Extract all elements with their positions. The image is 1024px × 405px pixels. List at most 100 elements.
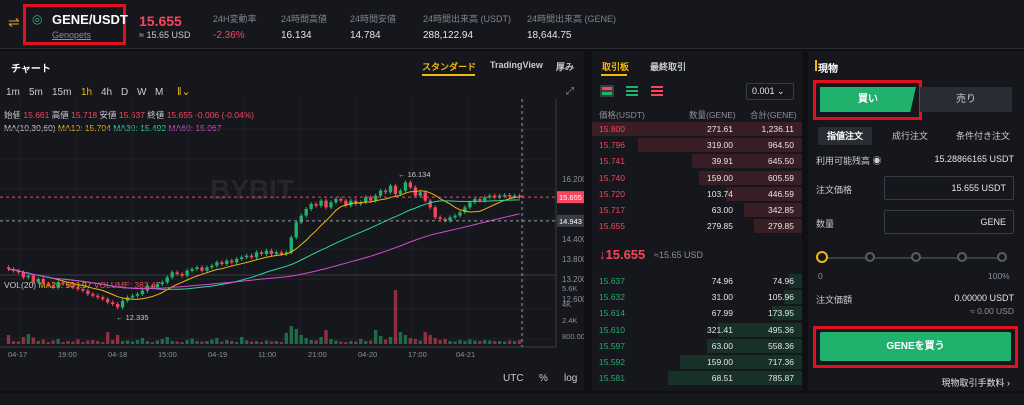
timeframe-M[interactable]: M <box>155 87 164 98</box>
pair-name[interactable]: GENE/USDT <box>52 12 128 27</box>
candle-body <box>21 272 26 278</box>
qty-input[interactable]: GENE <box>884 210 1014 234</box>
bid-row[interactable]: 15.637 74.96 74.96 <box>592 273 802 289</box>
row-total: 785.87 <box>768 373 794 384</box>
volume-bar <box>398 332 403 344</box>
spot-fee-link[interactable]: 現物取引手数料 › <box>941 378 1011 388</box>
timeframe-1m[interactable]: 1m <box>6 87 20 98</box>
depth-bar <box>680 355 802 369</box>
slider-handle[interactable] <box>816 251 828 263</box>
project-link[interactable]: Genopets <box>52 30 92 40</box>
candle-body <box>403 182 408 191</box>
ask-row[interactable]: 15.740 159.00 605.59 <box>592 170 802 186</box>
buy-tab-button[interactable]: 買い <box>820 87 916 112</box>
tab-limit-order[interactable]: 指値注文 <box>818 127 872 145</box>
candle-body <box>383 190 388 193</box>
fullscreen-icon[interactable]: ⤢ <box>566 86 574 97</box>
ask-row[interactable]: 15.720 103.74 446.59 <box>592 186 802 202</box>
candle-body <box>274 252 279 254</box>
volume-bar <box>150 342 155 344</box>
volume-bar <box>512 341 517 344</box>
bid-row[interactable]: 15.610 321.41 495.36 <box>592 322 802 338</box>
price-tick: 14.400 <box>562 235 584 244</box>
percent-toggle[interactable]: % <box>539 373 548 384</box>
candle-body <box>86 290 90 294</box>
candle-body <box>195 267 199 269</box>
candle-body <box>473 199 477 203</box>
swap-icon[interactable]: ⇌ <box>8 14 20 30</box>
bid-row[interactable]: 15.632 31.00 105.96 <box>592 289 802 305</box>
book-both-icon[interactable] <box>600 85 614 97</box>
timeframe-15m[interactable]: 15m <box>52 87 72 98</box>
volume-bar <box>344 342 348 344</box>
candle-body <box>190 269 194 271</box>
candle-body <box>463 207 467 213</box>
ask-row[interactable]: 15.796 319.00 964.50 <box>592 137 802 153</box>
ma-legend: MA(10,30,60) MA10: 15.704 MA30: 15.492 M… <box>4 123 222 133</box>
candle-body <box>140 290 145 294</box>
tab-market-order[interactable]: 成行注文 <box>891 131 928 141</box>
sell-tab-button[interactable]: 売り <box>920 87 1012 112</box>
ask-row[interactable]: 15.655 279.85 279.85 <box>592 218 802 234</box>
bid-row[interactable]: 15.592 159.00 717.36 <box>592 354 802 370</box>
candle-body <box>264 250 269 254</box>
candle-body <box>478 199 482 201</box>
buy-gene-button[interactable]: GENEを買う <box>820 332 1011 361</box>
trade-panel: 現物 買い 売り 指値注文 成行注文 条件付き注文 利用可能残高 ◉ 15.28… <box>808 51 1024 391</box>
ask-row[interactable]: 15.741 39.91 645.50 <box>592 153 802 169</box>
bid-row[interactable]: 15.581 68.51 785.87 <box>592 370 802 386</box>
tab-depth[interactable]: 厚み <box>556 62 575 72</box>
log-toggle[interactable]: log <box>564 373 578 384</box>
volume-bar <box>309 340 313 344</box>
timeframe-D[interactable]: D <box>121 87 129 98</box>
stat-item: 24時間安値 14.784 <box>350 12 396 41</box>
ask-row[interactable]: 15.717 63.00 342.85 <box>592 202 802 218</box>
timeframe-5m[interactable]: 5m <box>29 87 43 98</box>
price-chart[interactable]: BYBIT16.20015.60014.40013.80013.20012.60… <box>0 99 584 361</box>
bid-row[interactable]: 15.614 67.99 173.95 <box>592 305 802 321</box>
precision-select[interactable]: 0.001 ⌄ <box>746 83 794 100</box>
eye-icon[interactable]: ◉ <box>872 156 882 166</box>
ma60-line <box>8 213 520 290</box>
volume-bar <box>403 335 408 344</box>
book-bids-icon[interactable] <box>625 85 639 97</box>
timeframe-4h[interactable]: 4h <box>101 87 113 98</box>
watermark: BYBIT <box>210 174 294 205</box>
candle-body <box>175 272 179 274</box>
tab-conditional-order[interactable]: 条件付き注文 <box>955 131 1010 141</box>
book-asks-icon[interactable] <box>650 85 664 97</box>
candle-body <box>101 297 105 299</box>
bid-row[interactable]: 15.597 63.00 558.36 <box>592 338 802 354</box>
slider-mark-50[interactable] <box>911 252 921 262</box>
volume-bar <box>264 340 269 344</box>
price-input[interactable]: 15.655 USDT <box>884 176 1014 200</box>
tab-tradingview[interactable]: TradingView <box>490 60 543 70</box>
tab-standard[interactable]: スタンダード <box>422 62 477 72</box>
candle-body <box>319 200 323 206</box>
trade-title: 現物 <box>818 64 838 75</box>
candle-body <box>493 195 497 198</box>
candle-body <box>220 262 224 264</box>
candle-type-icon[interactable]: ǁ⌄ <box>177 86 191 98</box>
timeframe-W[interactable]: W <box>137 87 147 98</box>
utc-toggle[interactable]: UTC <box>503 373 524 384</box>
slider-mark-100[interactable] <box>997 252 1007 262</box>
slider-mark-25[interactable] <box>865 252 875 262</box>
slider-mark-75[interactable] <box>957 252 967 262</box>
stat-label: 24時間出来高 (USDT) <box>423 14 512 24</box>
volume-bar <box>190 338 194 344</box>
ask-row[interactable]: 15.800 271.61 1,236.11 <box>592 121 802 137</box>
volume-bar <box>11 341 16 344</box>
timeframe-1h[interactable]: 1h <box>81 87 93 98</box>
candle-body <box>329 202 333 208</box>
tab-recent-trades[interactable]: 最終取引 <box>650 62 687 72</box>
tab-orderbook[interactable]: 取引板 <box>602 62 630 72</box>
depth-bar <box>718 322 802 337</box>
stat-value: 18,644.75 <box>527 30 572 41</box>
candle-body <box>115 304 120 308</box>
crosshair-tag-bg <box>557 214 584 227</box>
volume-bar <box>170 341 174 344</box>
candle-body <box>388 185 393 193</box>
candle-body <box>51 285 55 288</box>
volume-bar <box>483 340 487 344</box>
